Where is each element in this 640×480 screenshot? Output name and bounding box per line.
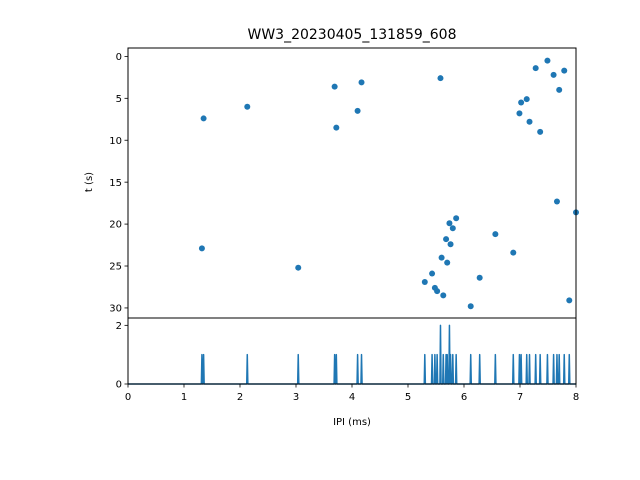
histogram-y-tick-label: 0: [116, 380, 122, 391]
histogram-y-tick-label: 2: [116, 321, 122, 332]
data-point: [510, 249, 517, 256]
data-point: [449, 225, 456, 232]
data-point: [437, 75, 444, 82]
x-tick-label: 0: [125, 392, 131, 403]
data-point: [295, 264, 302, 271]
data-point: [200, 115, 207, 122]
data-point: [429, 270, 436, 277]
y-tick-label: 25: [109, 262, 122, 273]
y-axis-ticks: 0 5 10 15 20 25 30: [109, 52, 128, 315]
data-point: [421, 278, 428, 285]
x-tick-label: 4: [349, 392, 355, 403]
data-point: [446, 220, 453, 227]
data-point: [244, 103, 251, 110]
y-tick-label: 10: [109, 136, 122, 147]
data-point: [467, 303, 474, 310]
data-point: [492, 231, 499, 238]
scatter-frame: [127, 47, 577, 319]
data-point: [443, 236, 450, 243]
data-point: [544, 57, 551, 64]
y-tick-label: 30: [109, 304, 122, 315]
data-point: [354, 107, 361, 114]
y-tick-label: 15: [109, 178, 122, 189]
y-tick-label: 5: [116, 94, 122, 105]
histogram-line: [128, 324, 576, 385]
x-tick-label: 6: [461, 392, 467, 403]
x-tick-label: 2: [237, 392, 243, 403]
y-axis-label: t (s): [84, 172, 95, 192]
data-point: [553, 198, 560, 205]
data-point: [566, 297, 573, 304]
data-point: [516, 110, 523, 117]
data-point: [523, 96, 530, 103]
x-tick-label: 5: [405, 392, 411, 403]
data-point: [358, 79, 365, 86]
y-tick-label: 0: [116, 52, 122, 63]
x-tick-label: 3: [293, 392, 299, 403]
data-point: [532, 65, 539, 72]
x-tick-label: 8: [573, 392, 579, 403]
data-point: [440, 292, 447, 299]
y-tick-label: 20: [109, 220, 122, 231]
x-tick-label: 1: [181, 392, 187, 403]
data-point: [444, 259, 451, 266]
data-point: [198, 245, 205, 252]
data-point: [526, 118, 533, 125]
scatter-points: [198, 57, 579, 310]
data-point: [434, 288, 441, 295]
x-axis-label: IPI (ms): [333, 417, 371, 428]
data-point: [556, 86, 563, 93]
data-point: [453, 215, 460, 222]
data-point: [333, 124, 340, 131]
x-tick-label: 7: [517, 392, 523, 403]
data-point: [447, 241, 454, 248]
histogram-frame: [127, 317, 577, 385]
data-point: [518, 99, 525, 106]
data-point: [550, 71, 557, 78]
data-point: [331, 83, 338, 90]
data-point: [537, 128, 544, 135]
x-axis-ticks: 0 1 2 3 4 5 6 7 8: [125, 384, 579, 403]
histogram-y-ticks: 02: [116, 321, 128, 391]
data-point: [438, 254, 445, 261]
chart-title: WW3_20230405_131859_608: [247, 27, 456, 43]
data-point: [561, 67, 568, 74]
scatter-panel: 0 5 10 15 20 25 30: [109, 47, 579, 319]
data-point: [476, 274, 483, 281]
